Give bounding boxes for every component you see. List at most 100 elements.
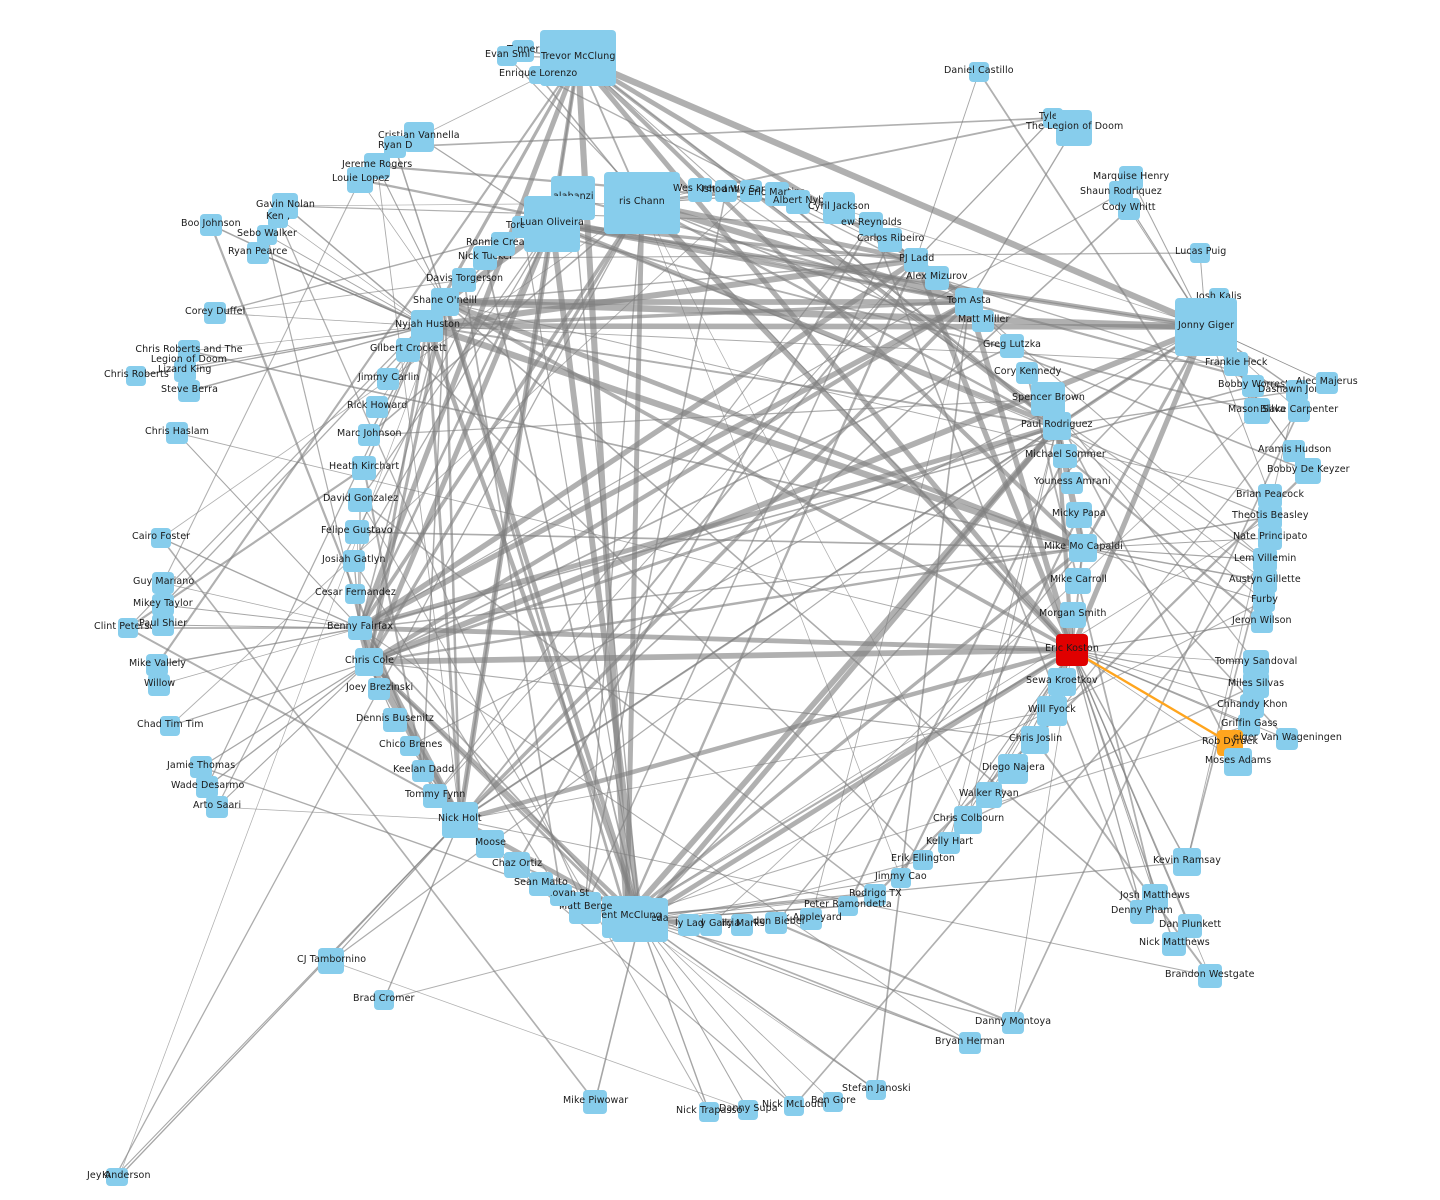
- graph-node-austyn-gillette[interactable]: [1253, 569, 1277, 593]
- graph-node-bryan-herman[interactable]: [959, 1032, 981, 1054]
- graph-node-keelan-dadd[interactable]: [412, 760, 434, 782]
- graph-node-michael-sommer[interactable]: [1053, 444, 1077, 468]
- graph-node-wade-desarmo[interactable]: [196, 776, 218, 798]
- graph-node-rick-howard[interactable]: [366, 396, 388, 418]
- graph-node-benny-fairfax[interactable]: [348, 616, 372, 640]
- graph-node-jeron-wilson[interactable]: [1251, 611, 1273, 633]
- graph-node-sean-malto[interactable]: [529, 872, 553, 896]
- graph-node-chaz-ortiz[interactable]: [504, 852, 530, 878]
- graph-node-mason-silva[interactable]: [1244, 398, 1270, 424]
- graph-node-eric-koston[interactable]: [1056, 634, 1088, 666]
- graph-node-chris-roberts-legion[interactable]: [178, 340, 200, 362]
- graph-node-shane-oneill[interactable]: [431, 288, 459, 316]
- graph-node-miles-silvas[interactable]: [1243, 672, 1269, 698]
- graph-node-theotis-beasley[interactable]: [1258, 505, 1282, 529]
- graph-node-chris-haslam[interactable]: [166, 422, 188, 444]
- graph-node-jey-anderson[interactable]: [110, 1168, 128, 1186]
- graph-node-alec-majerus[interactable]: [1316, 372, 1338, 394]
- graph-node-wes-kremer[interactable]: [688, 178, 712, 202]
- graph-node-arto-saari[interactable]: [206, 796, 228, 818]
- graph-node-lem-villemin[interactable]: [1253, 548, 1277, 572]
- graph-node-micky-papa[interactable]: [1066, 502, 1092, 528]
- graph-node-frankie-heck[interactable]: [1224, 352, 1248, 376]
- graph-node-moose[interactable]: [476, 830, 504, 858]
- graph-node-geiger-van-wageningen[interactable]: [1276, 728, 1298, 750]
- graph-node-nick-trapasso[interactable]: [699, 1102, 719, 1122]
- graph-node-kelly-hart[interactable]: [938, 832, 960, 854]
- graph-node-erik-ellington[interactable]: [913, 850, 933, 870]
- graph-node-paul-rodriguez[interactable]: [1043, 412, 1071, 440]
- graph-node-steve-berra[interactable]: [178, 380, 200, 402]
- graph-node-ryan-pearce[interactable]: [247, 242, 269, 264]
- graph-node-nick-mclouth[interactable]: [784, 1096, 804, 1116]
- graph-node-morgan-smith[interactable]: [1060, 602, 1086, 628]
- graph-node-jonny-giger[interactable]: [1175, 298, 1237, 356]
- graph-node-denny-pham[interactable]: [1130, 900, 1154, 924]
- graph-node-brandon-biebel[interactable]: [765, 912, 787, 934]
- graph-node-cyril-jackson[interactable]: [823, 192, 855, 224]
- graph-node-mike-carroll[interactable]: [1065, 568, 1091, 594]
- graph-node-carlos-ribeiro[interactable]: [878, 228, 902, 252]
- graph-node-mike-mo-capaldi[interactable]: [1069, 534, 1097, 562]
- graph-node-alex-mizurov[interactable]: [925, 266, 949, 290]
- graph-node-cody-whitt[interactable]: [1118, 198, 1140, 220]
- graph-node-clint-peterson[interactable]: [118, 618, 138, 638]
- graph-node-cj-tambornino[interactable]: [318, 948, 344, 974]
- graph-node-cory-kennedy[interactable]: [1016, 362, 1038, 384]
- graph-node-sewa-kroetkov[interactable]: [1048, 668, 1076, 696]
- graph-node-enrique-lorenzo[interactable]: [529, 66, 547, 84]
- graph-node-tommy-sandoval[interactable]: [1243, 650, 1269, 676]
- graph-node-mark-appleyard[interactable]: [800, 908, 822, 930]
- graph-node-griffin-gass[interactable]: [1238, 714, 1260, 736]
- graph-node-felipe-gustavo[interactable]: [345, 520, 369, 544]
- graph-node-pj-ladd[interactable]: [904, 248, 928, 272]
- graph-node-joey-brezinski[interactable]: [368, 678, 390, 700]
- graph-node-mike-vallely[interactable]: [146, 654, 168, 676]
- graph-node-tommy-fynn[interactable]: [423, 784, 447, 808]
- graph-node-albert-nyberg[interactable]: [786, 190, 810, 214]
- graph-node-greg-lutzka[interactable]: [1000, 334, 1024, 358]
- graph-node-peter-ramondetta[interactable]: [838, 896, 858, 916]
- graph-node-mike-piwowar[interactable]: [583, 1090, 607, 1114]
- graph-node-chris-colbourn[interactable]: [954, 806, 982, 834]
- graph-node-eric-martinez[interactable]: [765, 182, 789, 206]
- graph-node-ken[interactable]: [268, 208, 288, 228]
- graph-node-donovan-st[interactable]: [550, 884, 572, 906]
- graph-node-corey-duffel[interactable]: [204, 302, 226, 324]
- graph-node-rodrigo-tx[interactable]: [864, 884, 886, 906]
- graph-node-chad-tim-tim[interactable]: [160, 716, 180, 736]
- graph-node-boo-johnson[interactable]: [200, 214, 222, 236]
- graph-node-spencer-brown[interactable]: [1031, 382, 1065, 416]
- graph-node-willow[interactable]: [148, 674, 170, 696]
- graph-node-david-gonzalez[interactable]: [348, 488, 372, 512]
- graph-node-nick-holt[interactable]: [442, 802, 478, 838]
- graph-node-jamie-thomas[interactable]: [190, 756, 212, 778]
- graph-node-stefan-janoski[interactable]: [866, 1080, 886, 1100]
- graph-node-danny-montoya[interactable]: [1002, 1012, 1024, 1034]
- graph-node-danny-garcia[interactable]: [700, 914, 722, 936]
- graph-node-paul-shier[interactable]: [152, 614, 174, 636]
- graph-node-brian-peacock[interactable]: [1258, 484, 1282, 508]
- graph-node-cesar-fernandez[interactable]: [345, 584, 365, 604]
- graph-node-trevor-mcclung[interactable]: [540, 30, 616, 86]
- graph-node-dashawn-jordan[interactable]: [1286, 380, 1308, 402]
- graph-node-lizard-king[interactable]: [174, 360, 196, 382]
- graph-node-cristian-vannella[interactable]: [404, 122, 434, 152]
- graph-node-blake-carpenter[interactable]: [1288, 400, 1310, 422]
- graph-node-nate-principato[interactable]: [1258, 526, 1282, 550]
- graph-node-davis-torgerson[interactable]: [452, 268, 476, 292]
- graph-node-billy-marks[interactable]: [731, 914, 753, 936]
- graph-node-chico-brenes[interactable]: [400, 736, 420, 756]
- graph-node-ronnie-creager[interactable]: [491, 232, 515, 256]
- graph-node-dennis-busenitz[interactable]: [383, 708, 407, 732]
- graph-node-jimmy-cao[interactable]: [891, 868, 911, 888]
- graph-node-matt-miller[interactable]: [972, 310, 994, 332]
- graph-node-bobby-worrest[interactable]: [1242, 375, 1264, 397]
- graph-node-danny-supa[interactable]: [738, 1100, 758, 1120]
- graph-node-chris-roberts[interactable]: [126, 366, 146, 386]
- graph-node-chris-cole[interactable]: [355, 648, 383, 676]
- graph-node-matt-berger[interactable]: [569, 892, 601, 924]
- graph-node-chris-chann[interactable]: [604, 172, 680, 234]
